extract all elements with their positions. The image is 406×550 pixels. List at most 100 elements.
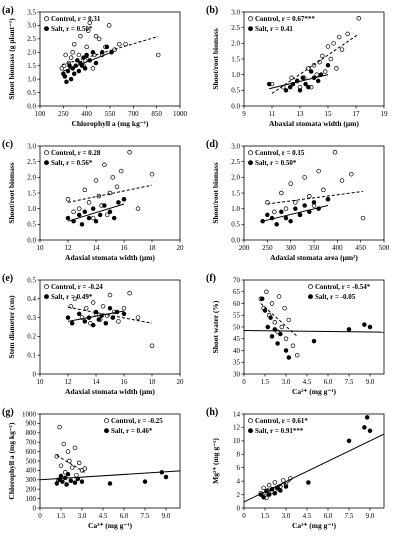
point-control: [117, 41, 122, 47]
x-tick-label: 1.5: [261, 512, 270, 520]
point-control: [282, 305, 287, 311]
point-control: [83, 305, 89, 311]
y-tick-label: 0.5: [27, 276, 36, 284]
point-control: [261, 485, 266, 491]
y-tick-label: 1.0: [231, 205, 240, 213]
y-tick-label: 900: [26, 420, 37, 428]
point-control: [307, 193, 312, 199]
point-salt: [306, 84, 311, 90]
point-control: [93, 178, 99, 183]
point-salt: [110, 315, 116, 320]
x-tick-label: 9.0: [162, 512, 171, 520]
y-tick-label: 3.0: [27, 22, 36, 30]
point-salt: [262, 308, 268, 313]
legend-marker-salt: [104, 428, 109, 434]
panel-label: (b): [206, 5, 218, 16]
fit-line-salt: [67, 203, 125, 222]
point-salt: [82, 319, 88, 324]
point-salt: [346, 327, 352, 332]
legend-entry-control: Control, r = 0.15: [255, 149, 305, 157]
x-tick-label: 16: [121, 244, 129, 252]
y-tick-label: 0.0: [27, 102, 36, 110]
x-tick-label: 7.5: [345, 378, 354, 386]
point-control: [90, 66, 96, 71]
point-salt: [286, 355, 292, 360]
series-salt: [260, 197, 331, 227]
y-tick-label: 0.2: [27, 333, 36, 341]
y-tick-label: 70: [233, 276, 241, 284]
y-tick-label: 1.0: [27, 75, 36, 83]
point-salt: [99, 50, 105, 55]
point-control: [67, 458, 72, 464]
legend-marker-control: [248, 16, 253, 22]
point-salt: [84, 52, 89, 58]
point-control: [272, 480, 278, 485]
x-tick-label: 6.0: [120, 512, 129, 520]
legend-marker-control: [44, 16, 49, 22]
point-control: [100, 304, 106, 309]
y-tick-label: 2.0: [27, 174, 36, 182]
x-tick-label: 6.0: [324, 378, 333, 386]
point-salt: [121, 311, 127, 317]
x-tick-label: 400: [332, 244, 343, 252]
fit-line-salt: [262, 205, 329, 222]
series-salt: [243, 415, 385, 503]
point-control: [90, 300, 96, 305]
point-control: [328, 56, 334, 62]
point-salt: [75, 58, 80, 63]
plot-frame: [243, 413, 385, 509]
point-salt: [303, 81, 308, 87]
point-control: [127, 150, 132, 155]
y-tick-label: 1.0: [231, 71, 240, 79]
point-salt: [76, 68, 82, 74]
point-control: [70, 50, 75, 55]
point-salt: [90, 206, 96, 211]
point-control: [114, 184, 120, 189]
point-salt: [79, 222, 85, 227]
point-salt: [362, 425, 367, 430]
point-salt: [69, 320, 75, 326]
point-control: [84, 44, 89, 50]
point-control: [331, 41, 336, 46]
point-salt: [90, 50, 96, 55]
x-tick-label: 3.0: [282, 512, 291, 520]
point-salt: [81, 55, 86, 60]
legend-marker-salt: [44, 160, 49, 166]
legend-marker-salt: [248, 428, 253, 434]
y-tick-label: 300: [26, 476, 37, 484]
y-axis-label: Shoot/root biomass: [211, 28, 220, 89]
y-tick-label: 700: [26, 439, 37, 447]
x-axis-label: Adaxial stomata area (μm²): [270, 253, 358, 262]
x-tick-label: 300: [285, 244, 296, 252]
y-tick-label: 2.5: [27, 35, 36, 43]
y-tick-label: 3.0: [27, 142, 36, 150]
y-tick-label: 40: [233, 347, 241, 355]
x-tick-label: 17: [353, 110, 361, 118]
y-tick-label: 45: [233, 335, 241, 343]
point-control: [345, 31, 350, 37]
point-control: [283, 336, 289, 342]
point-control: [82, 187, 88, 193]
x-tick-label: 1000: [173, 110, 188, 118]
point-salt: [93, 218, 99, 224]
x-tick-label: 550: [105, 110, 116, 118]
legend-marker-control: [44, 150, 49, 156]
legend-marker-salt: [248, 160, 253, 166]
point-control: [106, 23, 112, 28]
series-salt: [266, 63, 331, 93]
point-control: [149, 343, 155, 349]
x-tick-label: 7.5: [141, 512, 150, 520]
point-salt: [65, 471, 71, 477]
y-tick-label: 600: [26, 448, 37, 456]
point-control: [118, 168, 124, 174]
y-tick-label: 50: [233, 323, 241, 331]
point-salt: [65, 315, 71, 320]
point-control: [279, 190, 284, 196]
panel-label: (a): [2, 5, 14, 16]
x-tick-label: 4.5: [303, 512, 312, 520]
point-control: [72, 296, 78, 302]
y-tick-label: 0: [33, 504, 37, 512]
y-tick-label: 0.5: [27, 221, 36, 229]
fit-line-salt: [243, 330, 385, 333]
y-tick-label: 500: [26, 457, 37, 465]
